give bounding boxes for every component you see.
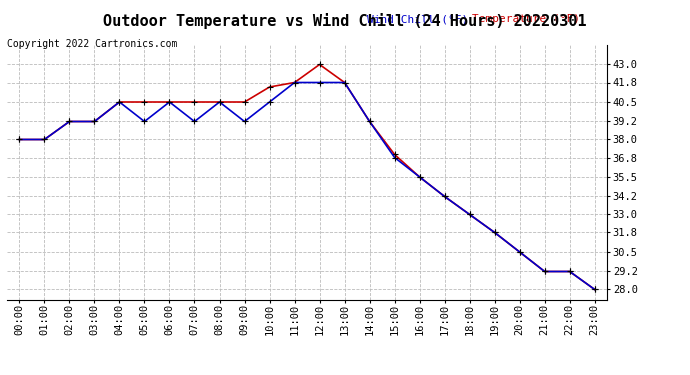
Text: Copyright 2022 Cartronics.com: Copyright 2022 Cartronics.com xyxy=(7,39,177,50)
Text: Outdoor Temperature vs Wind Chill (24 Hours) 20220301: Outdoor Temperature vs Wind Chill (24 Ho… xyxy=(104,13,586,29)
Text: Wind Chill (°F): Wind Chill (°F) xyxy=(367,14,469,24)
Text: Temperature (°F): Temperature (°F) xyxy=(472,14,580,24)
